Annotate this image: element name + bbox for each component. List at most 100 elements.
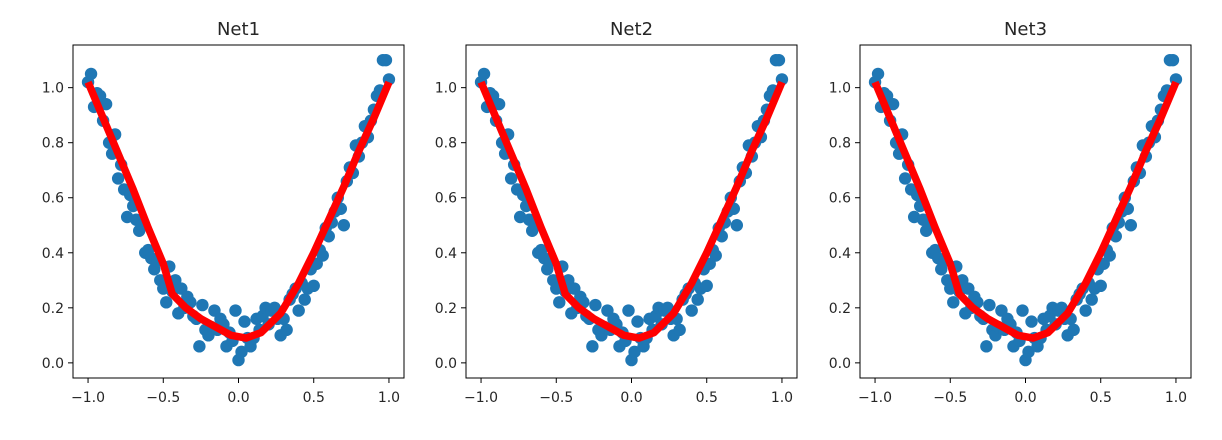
scatter-point bbox=[337, 219, 351, 232]
scatter-series bbox=[868, 53, 1183, 367]
plot-area bbox=[81, 53, 396, 367]
y-tick-label: 0.0 bbox=[829, 356, 851, 372]
y-tick-label: 0.0 bbox=[42, 356, 64, 372]
scatter-point bbox=[99, 97, 113, 111]
scatter-point bbox=[586, 340, 599, 353]
scatter-point bbox=[700, 279, 713, 293]
y-tick-label: 0.6 bbox=[42, 191, 64, 207]
scatter-point bbox=[898, 172, 912, 185]
y-tick-label: 0.2 bbox=[435, 301, 457, 317]
scatter-point bbox=[553, 296, 566, 309]
scatter-point bbox=[589, 298, 602, 312]
x-tick-label: 0.0 bbox=[620, 390, 642, 406]
scatter-point bbox=[111, 172, 125, 185]
x-tick-label: 1.0 bbox=[1165, 390, 1187, 406]
x-tick-label: 0.5 bbox=[303, 390, 325, 406]
x-tick-label: 1.0 bbox=[378, 390, 400, 406]
scatter-series bbox=[474, 53, 789, 367]
scatter-point bbox=[628, 345, 641, 359]
chart-panel-3: −1.0 −0.5 0.0 0.5 1.0 0.0 0.2 0.4 0.6 0.8 1.0 Net3 bbox=[829, 19, 1192, 406]
scatter-point bbox=[193, 340, 206, 353]
chart-panel-2: −1.0 −0.5 0.0 0.5 1.0 0.0 0.2 0.4 0.6 0.8 1.0 Net2 bbox=[435, 19, 798, 406]
axes-frame bbox=[859, 44, 1192, 379]
scatter-point bbox=[730, 219, 744, 232]
scatter-point bbox=[280, 323, 293, 337]
x-tick-label: 0.5 bbox=[696, 390, 718, 406]
scatter-point bbox=[947, 296, 960, 309]
scatter-point bbox=[316, 249, 329, 262]
y-tick-label: 0.6 bbox=[435, 191, 457, 207]
scatter-point bbox=[1166, 53, 1180, 67]
x-tick-label: −0.5 bbox=[933, 390, 967, 406]
y-tick-label: 0.4 bbox=[42, 246, 64, 262]
scatter-point bbox=[84, 67, 98, 81]
fit-line bbox=[871, 80, 1180, 342]
scatter-point bbox=[1016, 304, 1029, 317]
x-tick-label: −1.0 bbox=[858, 390, 892, 406]
scatter-point bbox=[709, 249, 722, 262]
scatter-point bbox=[983, 298, 996, 312]
scatter-point bbox=[160, 296, 173, 309]
x-tick-label: −1.0 bbox=[71, 390, 105, 406]
scatter-point bbox=[1079, 304, 1092, 317]
scatter-point bbox=[1067, 323, 1080, 337]
scatter-point bbox=[691, 293, 704, 306]
y-tick-label: 0.2 bbox=[829, 301, 851, 317]
scatter-point bbox=[1025, 315, 1038, 328]
scatter-series bbox=[81, 53, 396, 367]
y-tick-label: 0.4 bbox=[435, 246, 457, 262]
scatter-point bbox=[631, 315, 644, 328]
scatter-point bbox=[886, 97, 900, 111]
scatter-point bbox=[492, 97, 506, 111]
y-tick-label: 0.0 bbox=[435, 356, 457, 372]
scatter-point bbox=[1124, 219, 1138, 232]
plot-area bbox=[868, 53, 1183, 367]
plot-area bbox=[474, 53, 789, 367]
scatter-point bbox=[307, 279, 320, 293]
x-tick-label: −1.0 bbox=[464, 390, 498, 406]
y-tick-label: 1.0 bbox=[829, 81, 851, 97]
axes-frame bbox=[72, 44, 405, 379]
y-tick-label: 0.8 bbox=[42, 136, 64, 152]
x-tick-label: −0.5 bbox=[539, 390, 573, 406]
scatter-point bbox=[685, 304, 698, 317]
y-tick-label: 0.4 bbox=[829, 246, 851, 262]
x-tick-label: 0.0 bbox=[227, 390, 249, 406]
scatter-point bbox=[622, 304, 635, 317]
x-tick-label: −0.5 bbox=[146, 390, 180, 406]
y-tick-label: 1.0 bbox=[42, 81, 64, 97]
scatter-point bbox=[229, 304, 242, 317]
scatter-point bbox=[1022, 345, 1035, 359]
x-tick-label: 0.0 bbox=[1014, 390, 1036, 406]
y-tick-label: 0.2 bbox=[42, 301, 64, 317]
y-tick-label: 1.0 bbox=[435, 81, 457, 97]
scatter-point bbox=[235, 345, 248, 359]
scatter-point bbox=[772, 53, 786, 67]
chart-title: Net3 bbox=[1004, 19, 1047, 40]
scatter-point bbox=[1094, 279, 1107, 293]
scatter-point bbox=[379, 53, 393, 67]
y-tick-label: 0.8 bbox=[829, 136, 851, 152]
axes-frame bbox=[465, 44, 798, 379]
y-tick-label: 0.8 bbox=[435, 136, 457, 152]
scatter-point bbox=[196, 298, 209, 312]
scatter-point bbox=[1085, 293, 1098, 306]
scatter-point bbox=[504, 172, 518, 185]
scatter-point bbox=[477, 67, 491, 81]
scatter-point bbox=[1103, 249, 1116, 262]
chart-panel-1: −1.0 −0.5 0.0 0.5 1.0 0.0 0.2 0.4 0.6 0.8 1.0 Net1 bbox=[42, 19, 405, 406]
scatter-point bbox=[238, 315, 251, 328]
chart-title: Net2 bbox=[610, 19, 653, 40]
fit-line bbox=[84, 80, 393, 342]
scatter-point bbox=[298, 293, 311, 306]
scatter-point bbox=[673, 323, 686, 337]
y-tick-label: 0.6 bbox=[829, 191, 851, 207]
fit-line bbox=[477, 80, 786, 342]
scatter-point bbox=[980, 340, 993, 353]
chart-title: Net1 bbox=[217, 19, 260, 40]
x-tick-label: 0.5 bbox=[1090, 390, 1112, 406]
scatter-point bbox=[292, 304, 305, 317]
x-tick-label: 1.0 bbox=[771, 390, 793, 406]
scatter-point bbox=[871, 67, 885, 81]
